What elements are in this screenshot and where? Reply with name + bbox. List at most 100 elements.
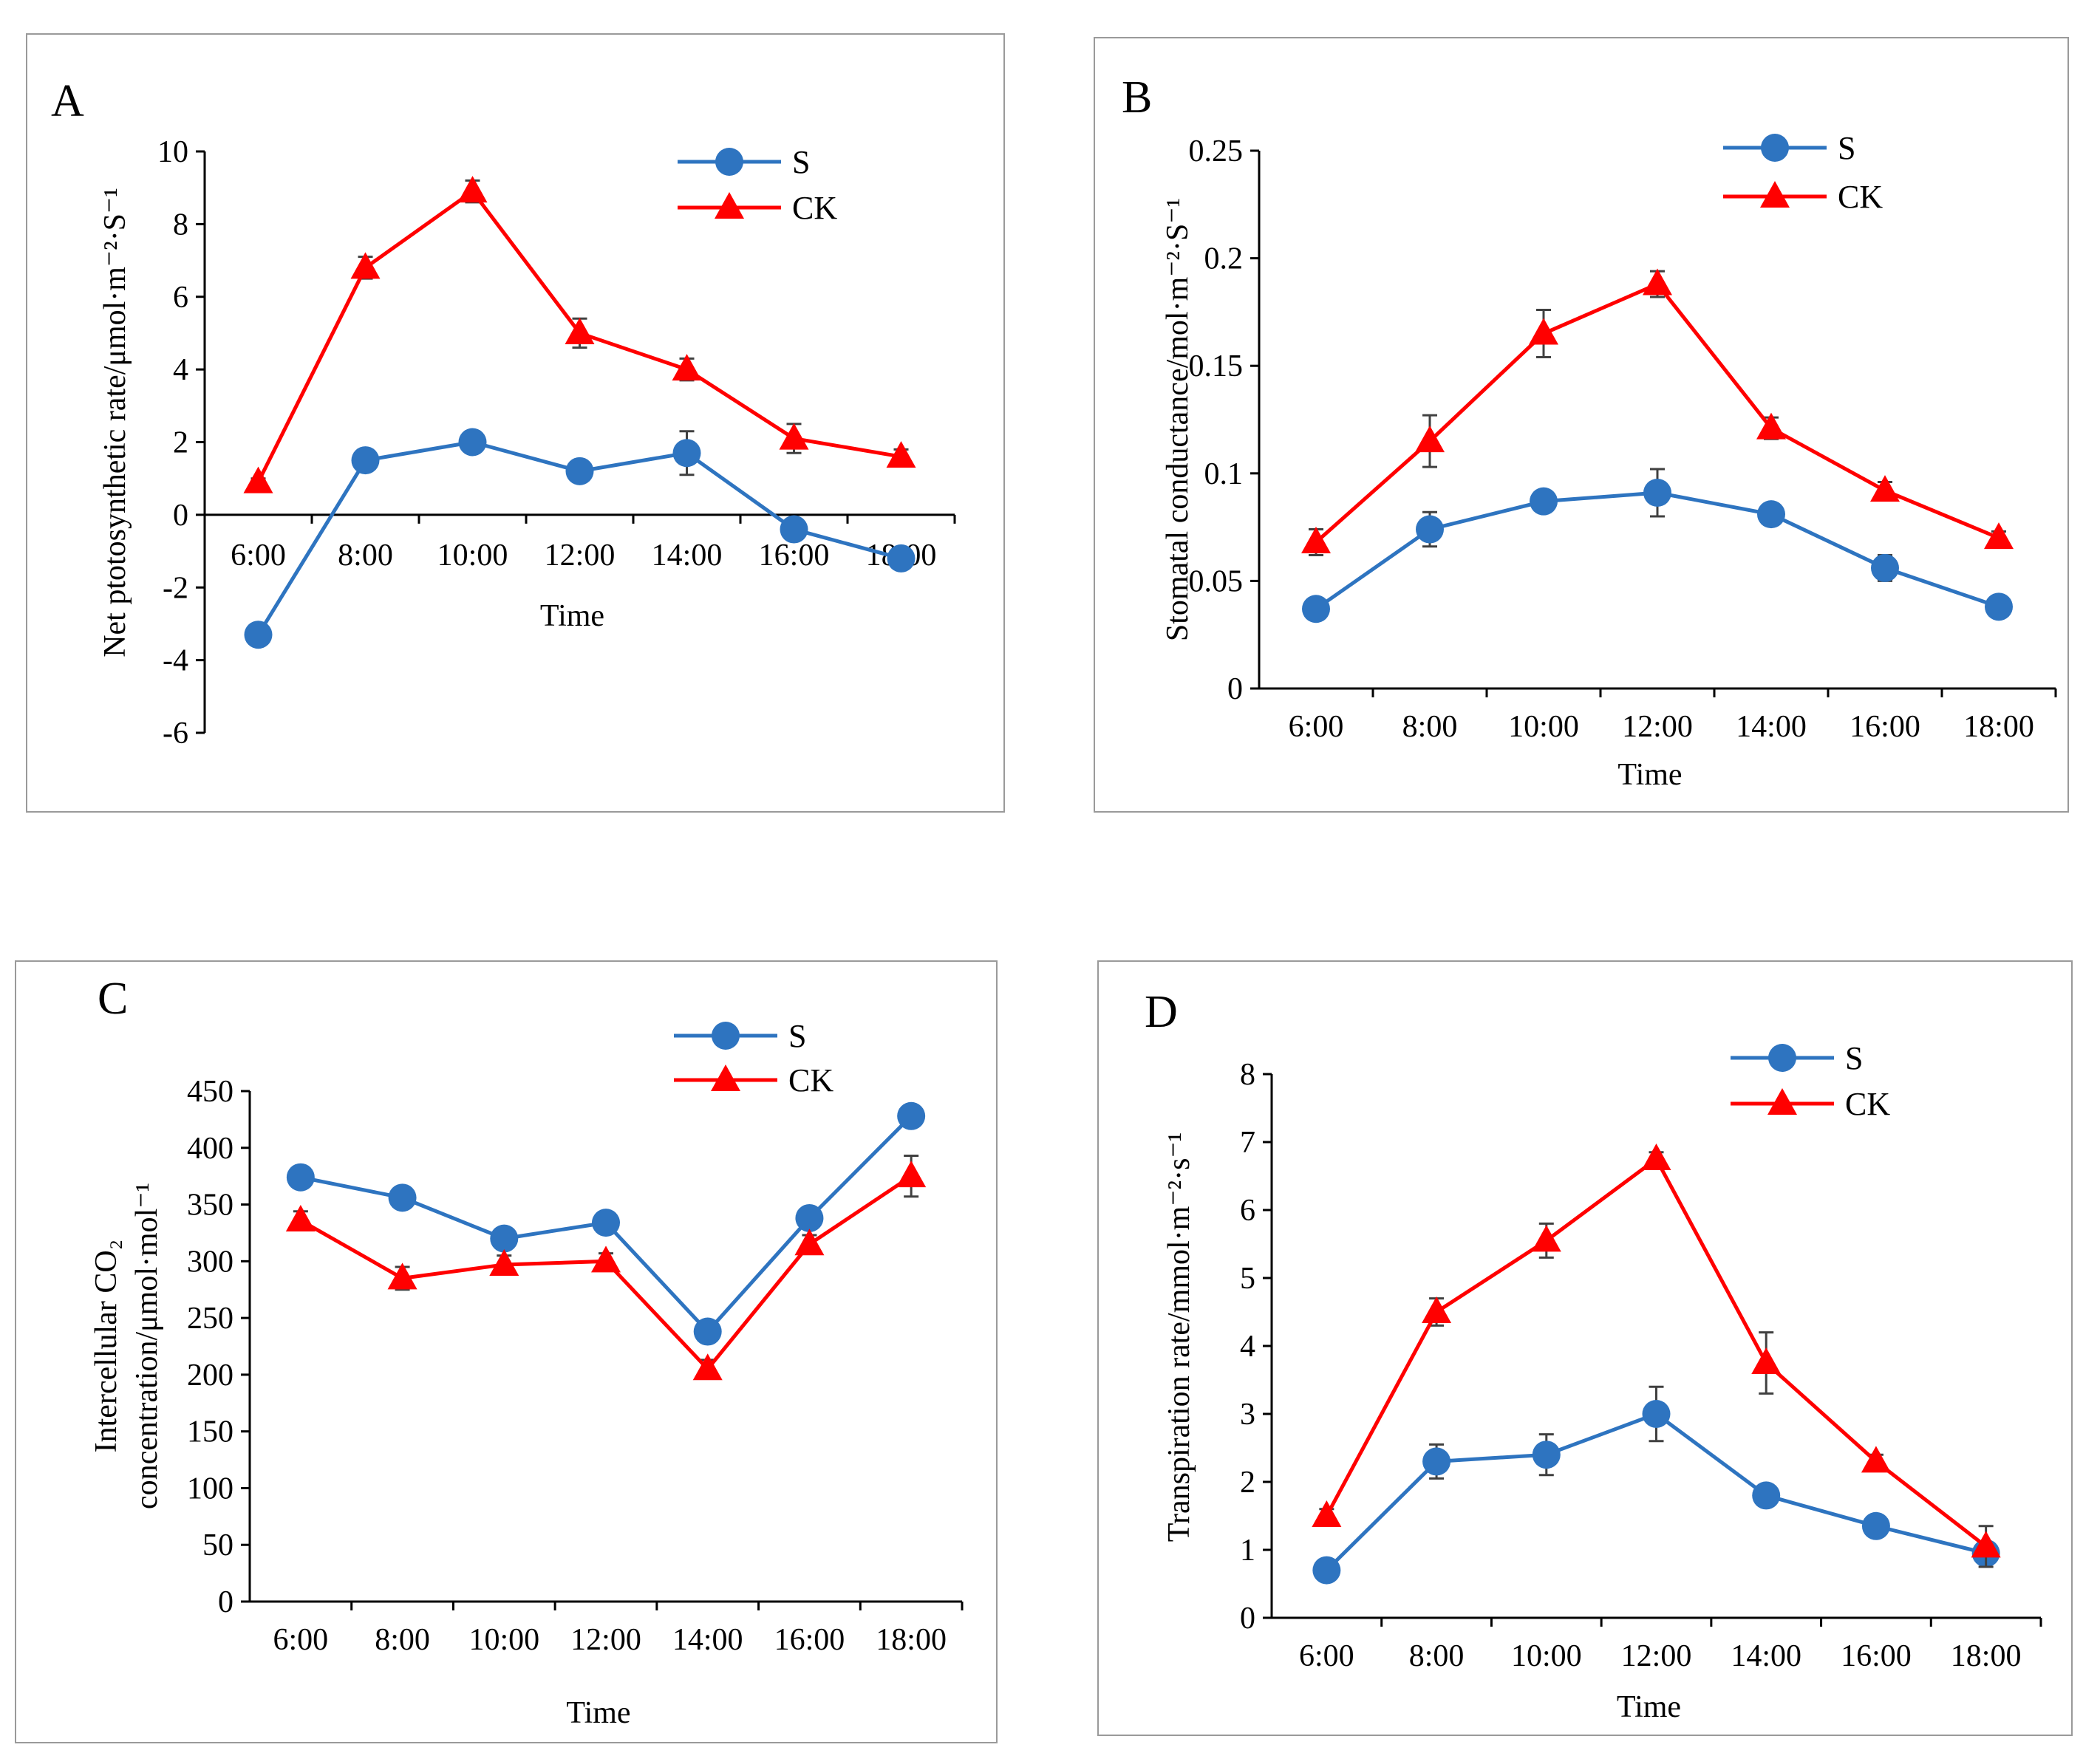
x-tick-label: 12:00 (1622, 710, 1693, 744)
x-axis-title: Time (1617, 758, 1682, 792)
x-tick-label: 14:00 (1731, 1639, 1801, 1673)
y-tick-label: 6 (173, 281, 188, 315)
y-tick-label: 4 (1240, 1330, 1255, 1364)
data-point-s (1871, 553, 1899, 582)
x-tick-label: 6:00 (273, 1623, 329, 1657)
x-tick-label: 12:00 (570, 1623, 641, 1657)
y-tick-label: 0.2 (1204, 242, 1244, 276)
x-tick-label: 16:00 (774, 1623, 845, 1657)
y-tick-label: 350 (187, 1189, 233, 1223)
y-tick-label: 10 (157, 135, 188, 169)
data-point-ck (1531, 1225, 1561, 1252)
y-tick-label: 3 (1240, 1398, 1255, 1432)
legend-marker-ck (1760, 181, 1790, 208)
x-tick-label: 10:00 (468, 1623, 539, 1657)
chart-a-svg: A -6 -4 -2 0 2 4 6 8 10 6:00 8:00 10:00 12:00 14:00 16:… (51, 76, 956, 751)
y-axis-title-line2: concentration/μmol·mol⁻¹ (130, 1183, 164, 1509)
x-axis-title: Time (540, 599, 604, 633)
panel-label: B (1122, 72, 1152, 123)
y-tick-label: 7 (1240, 1126, 1255, 1160)
legend-label-s: S (1845, 1040, 1863, 1076)
data-point-ck (457, 176, 488, 203)
panel-label: A (51, 76, 84, 126)
chart-panel-b: B 0 0.05 0.1 0.15 0.2 0.25 6:00 8:00 10:00 12:00 14… (1094, 37, 2069, 813)
y-tick-label: 5 (1240, 1262, 1255, 1296)
y-tick-label: 150 (187, 1415, 233, 1449)
x-tick-label: 16:00 (759, 539, 830, 573)
legend-label-ck: CK (1838, 179, 1883, 215)
legend-label-s: S (792, 144, 810, 180)
x-tick-label: 18:00 (1951, 1639, 2022, 1673)
panel-label: D (1145, 987, 1178, 1037)
legend-marker-ck (711, 1065, 740, 1091)
legend-marker-ck (715, 192, 744, 219)
data-point-s (1532, 1441, 1561, 1469)
data-point-ck (243, 466, 273, 493)
data-point-ck (672, 354, 702, 381)
y-tick-label: 2 (173, 426, 188, 460)
chart-d-svg: D 0 1 2 3 4 5 6 7 8 6:00 8:00 10:00 12:00 14:00 16:00 18… (1145, 987, 2042, 1724)
data-point-ck (1641, 1144, 1671, 1170)
data-point-ck (1529, 318, 1558, 345)
data-point-ck (285, 1205, 316, 1232)
y-axis-title: Transpiration rate/mmol·m⁻²·s⁻¹ (1162, 1132, 1196, 1542)
x-tick-label: 8:00 (338, 539, 393, 573)
y-tick-label: 1 (1240, 1534, 1255, 1568)
data-point-s (1985, 592, 2013, 621)
data-point-s (672, 439, 701, 468)
chart-panel-d: D 0 1 2 3 4 5 6 7 8 6:00 8:00 10:00 12:00 14:00 16:00 18… (1097, 960, 2073, 1736)
data-point-ck (1984, 522, 2014, 550)
x-tick-label: 8:00 (1402, 710, 1458, 744)
x-tick-label: 14:00 (672, 1623, 743, 1657)
data-point-s (244, 621, 273, 649)
x-tick-label: 6:00 (231, 539, 286, 573)
x-tick-label: 12:00 (1621, 1639, 1692, 1673)
y-tick-label: -2 (163, 571, 188, 605)
y-tick-label: 250 (187, 1302, 233, 1336)
data-point-ck (1301, 526, 1331, 553)
data-point-s (565, 457, 594, 485)
x-tick-label: 10:00 (1508, 710, 1579, 744)
y-tick-label: 0 (1240, 1602, 1255, 1636)
y-axis-title-line1: Intercellular CO₂ (89, 1240, 123, 1453)
data-point-s (388, 1183, 417, 1212)
data-point-s (458, 428, 487, 457)
y-tick-label: 0.05 (1189, 564, 1244, 598)
data-point-ck (565, 317, 595, 344)
legend-marker-s (715, 148, 743, 176)
x-tick-label: 10:00 (437, 539, 508, 573)
y-tick-label: -4 (163, 644, 188, 678)
y-axis-title: Net ptotosynthetic rate/μmol·m⁻²·S⁻¹ (98, 188, 132, 657)
x-tick-label: 10:00 (1511, 1639, 1582, 1673)
x-tick-label: 18:00 (1963, 710, 2034, 744)
data-point-s (1757, 500, 1785, 529)
data-point-ck (350, 252, 381, 279)
data-point-ck (489, 1248, 519, 1276)
y-tick-label: 0 (218, 1585, 233, 1619)
x-tick-label: 6:00 (1299, 1639, 1354, 1673)
chart-c-svg: C 0 50 100 150 200 250 300 350 400 450 6:00 8:00 10:0… (89, 974, 964, 1730)
data-point-s (490, 1224, 519, 1253)
data-point-s (1752, 1481, 1781, 1510)
data-point-ck (387, 1262, 417, 1290)
chart-panel-a: A -6 -4 -2 0 2 4 6 8 10 6:00 8:00 10:00 12:00 14:00 16:… (26, 33, 1005, 813)
data-point-ck (1971, 1531, 2001, 1558)
y-tick-label: 0 (1227, 672, 1243, 706)
x-tick-label: 12:00 (545, 539, 616, 573)
data-point-ck (886, 441, 916, 468)
x-axis-title: Time (566, 1696, 630, 1730)
x-tick-label: 16:00 (1850, 710, 1920, 744)
data-point-s (887, 544, 916, 573)
y-tick-label: 0.1 (1204, 457, 1244, 491)
data-point-ck (1751, 1347, 1782, 1374)
x-tick-label: 8:00 (375, 1623, 430, 1657)
y-tick-label: 200 (187, 1359, 233, 1393)
data-point-ck (779, 423, 809, 450)
y-tick-label: 50 (202, 1528, 233, 1562)
y-tick-label: 2 (1240, 1466, 1255, 1500)
panel-label: C (98, 974, 128, 1024)
data-point-s (897, 1101, 926, 1130)
chart-panel-c: C 0 50 100 150 200 250 300 350 400 450 6:00 8:00 10:0… (15, 960, 998, 1743)
data-point-ck (1643, 268, 1672, 295)
x-tick-label: 18:00 (876, 1623, 947, 1657)
